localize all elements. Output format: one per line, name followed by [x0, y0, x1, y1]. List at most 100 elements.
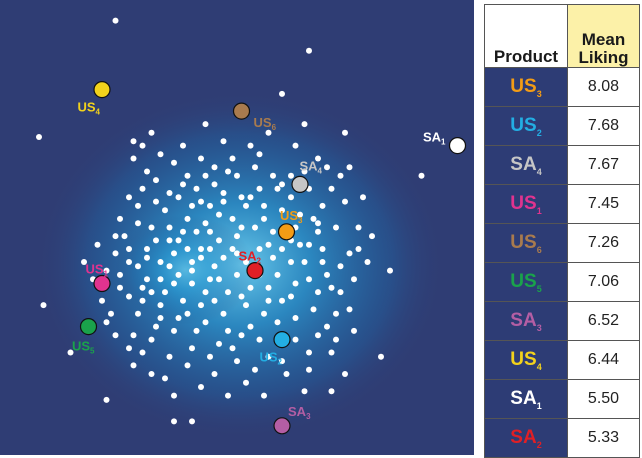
consumer-point: [202, 319, 209, 326]
consumer-point: [243, 302, 249, 309]
consumer-point: [225, 392, 231, 399]
product-sa3: SA3: [273, 404, 311, 435]
consumer-point: [148, 336, 155, 343]
consumer-point: [198, 198, 204, 205]
header-mean-liking: Mean Liking: [567, 4, 640, 68]
consumer-point: [315, 289, 321, 296]
consumer-point: [189, 418, 195, 425]
consumer-point: [364, 259, 371, 265]
consumer-point: [166, 263, 173, 270]
consumer-point: [166, 190, 173, 196]
consumer-point: [216, 211, 222, 218]
consumer-point: [256, 151, 263, 158]
consumer-point: [220, 138, 227, 145]
consumer-point: [144, 254, 150, 261]
consumer-point: [117, 215, 123, 222]
consumer-point: [220, 254, 227, 261]
consumer-point: [288, 293, 294, 300]
consumer-point: [162, 375, 168, 382]
consumer-point: [265, 241, 272, 248]
consumer-point: [153, 198, 159, 205]
consumer-point: [189, 280, 195, 287]
consumer-point: [36, 134, 42, 140]
consumer-point: [153, 237, 159, 244]
consumer-point: [337, 263, 344, 270]
product-code: US: [510, 348, 537, 370]
consumer-point: [198, 155, 204, 162]
product-marker: [246, 262, 264, 280]
consumer-point: [108, 310, 114, 317]
consumer-point: [166, 353, 173, 360]
consumer-point: [148, 129, 155, 136]
consumer-point: [139, 349, 146, 356]
product-subscript: 2: [536, 127, 542, 138]
consumer-point: [126, 293, 132, 300]
consumer-point: [162, 207, 168, 214]
consumer-point: [238, 224, 245, 231]
consumer-point: [279, 90, 285, 97]
consumer-point: [315, 332, 321, 339]
consumer-point: [270, 172, 276, 179]
consumer-point: [319, 246, 326, 252]
consumer-point: [81, 259, 87, 265]
consumer-point: [342, 198, 348, 205]
consumer-point: [211, 164, 218, 171]
consumer-point: [225, 327, 231, 334]
consumer-point: [252, 224, 258, 231]
consumer-point: [157, 302, 164, 309]
product-marker: [448, 137, 467, 155]
consumer-point: [94, 241, 101, 248]
mean-liking-value: 7.68: [567, 106, 640, 146]
consumer-point: [144, 246, 150, 252]
mean-liking-value: 5.33: [567, 418, 640, 458]
consumer-point: [292, 315, 299, 321]
consumer-point: [288, 172, 294, 179]
table-row: US4 6.44: [484, 340, 640, 380]
consumer-point: [229, 155, 236, 162]
product-cell: US5: [484, 262, 568, 302]
consumer-point: [117, 271, 123, 278]
consumer-point: [247, 323, 254, 330]
consumer-point: [126, 246, 132, 252]
consumer-point: [135, 220, 141, 227]
consumer-point: [292, 336, 299, 343]
consumer-point: [162, 289, 168, 296]
consumer-point: [346, 164, 353, 171]
mean-liking-value: 5.50: [567, 379, 640, 419]
consumer-point: [166, 237, 173, 244]
product-marker: [277, 223, 296, 241]
consumer-point: [157, 315, 164, 321]
consumer-point: [324, 271, 330, 278]
consumer-point: [355, 246, 362, 252]
product-cell: SA3: [484, 301, 568, 341]
consumer-point: [270, 254, 276, 261]
consumer-point: [198, 246, 204, 252]
consumer-point: [112, 233, 119, 240]
product-subscript: 3: [536, 322, 542, 333]
consumer-point: [342, 129, 348, 136]
product-subscript: 1: [536, 400, 542, 411]
product-subscript: 3: [536, 88, 542, 99]
consumer-point: [139, 185, 146, 192]
consumer-point: [40, 302, 47, 309]
consumer-point: [220, 190, 227, 196]
consumer-point: [355, 224, 362, 231]
consumer-point: [378, 353, 384, 360]
product-subscript: 2: [536, 439, 542, 450]
consumer-point: [261, 202, 267, 209]
consumer-point: [193, 228, 200, 235]
consumer-point: [153, 177, 159, 184]
consumer-point: [252, 366, 258, 373]
product-label: US5: [72, 339, 95, 356]
consumer-point: [306, 366, 312, 373]
consumer-point: [171, 392, 177, 399]
product-marker: [93, 274, 111, 293]
consumer-point: [265, 353, 272, 360]
product-subscript: 6: [536, 244, 542, 255]
consumer-point: [166, 224, 173, 231]
consumer-point: [103, 396, 110, 403]
consumer-point: [301, 388, 308, 395]
consumer-point: [103, 267, 110, 274]
product-marker: [273, 331, 291, 349]
product-sa2: SA2: [238, 249, 264, 280]
